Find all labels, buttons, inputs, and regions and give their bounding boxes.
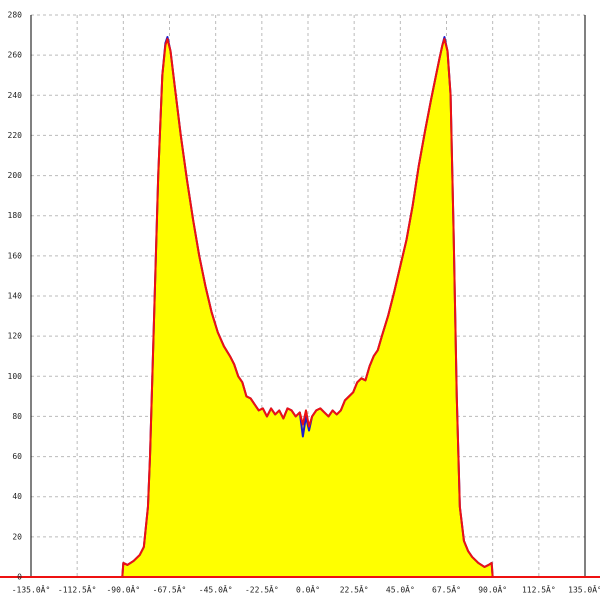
- x-tick-label: 90.0Â°: [478, 584, 507, 595]
- x-tick-label: -90.0Â°: [106, 584, 140, 595]
- y-tick-label: 280: [8, 11, 23, 20]
- y-tick-label: 120: [8, 332, 23, 341]
- x-tick-label: -22.5Â°: [245, 584, 279, 595]
- y-tick-label: 60: [12, 452, 22, 461]
- x-tick-label: 67.5Â°: [432, 584, 461, 595]
- y-tick-label: 40: [12, 492, 22, 501]
- y-tick-label: 240: [8, 91, 23, 100]
- x-tick-label: 45.0Â°: [386, 584, 415, 595]
- y-tick-label: 0: [17, 573, 22, 582]
- y-tick-label: 100: [8, 372, 23, 381]
- area-layer: [31, 39, 585, 578]
- y-tick-label: 20: [12, 532, 22, 541]
- x-tick-label: 135.0Â°: [568, 584, 600, 595]
- x-tick-label: 0.0Â°: [296, 584, 320, 595]
- y-tick-label: 200: [8, 171, 23, 180]
- y-tick-label: 160: [8, 251, 23, 260]
- x-tick-label: -112.5Â°: [58, 584, 97, 595]
- y-tick-label: 220: [8, 131, 23, 140]
- x-tick-label: 112.5Â°: [522, 584, 556, 595]
- x-tick-label: -135.0Â°: [12, 584, 51, 595]
- x-tick-label: -45.0Â°: [199, 584, 233, 595]
- y-tick-label: 180: [8, 211, 23, 220]
- line-layer: [31, 36, 585, 578]
- y-tick-label: 80: [12, 412, 22, 421]
- y-tick-label: 260: [8, 51, 23, 60]
- series-line: [31, 38, 585, 578]
- labels: 0 20 40 60 80 100 120 140 160 180 200 220 240 260 280 -…: [8, 11, 600, 595]
- x-tick-label: 22.5Â°: [340, 584, 369, 595]
- y-tick-label: 140: [8, 292, 23, 301]
- area-fill: [31, 39, 585, 578]
- x-tick-label: -67.5Â°: [153, 584, 187, 595]
